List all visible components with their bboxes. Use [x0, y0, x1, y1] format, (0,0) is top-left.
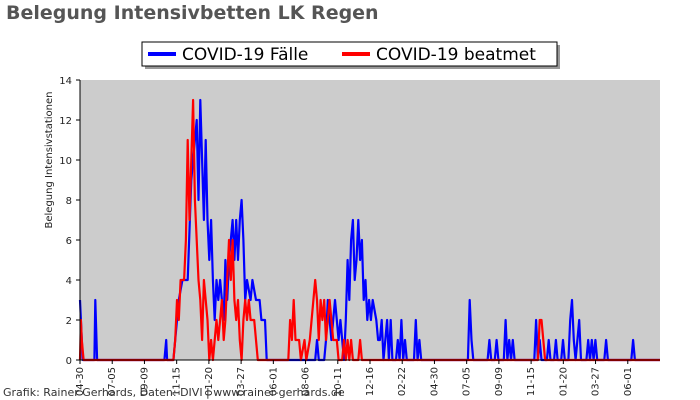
x-tick-label: 09-09: [494, 367, 505, 396]
x-tick-label: 06-01: [623, 367, 634, 396]
x-tick-label: 11-15: [172, 367, 183, 396]
y-tick-label: 14: [59, 76, 72, 87]
y-tick-label: 10: [59, 156, 72, 167]
legend-label-1: COVID-19 beatmet: [376, 45, 536, 65]
y-tick-label: 12: [59, 116, 72, 127]
x-tick-label: 02-22: [397, 367, 408, 396]
y-axis-label: Belegung Intensivstationen: [44, 91, 55, 228]
x-tick-label: 07-05: [107, 367, 118, 396]
x-tick-label: 10-11: [333, 367, 344, 396]
axes-layer: 0 2 4 6 8 10 12 14 04-30 07-05 09-09 11-15 01-20 03-2…: [59, 76, 660, 396]
x-tick-label: 12-16: [365, 367, 376, 396]
y-tick-label: 6: [66, 236, 72, 247]
legend: COVID-19 Fälle COVID-19 beatmet: [141, 41, 560, 69]
x-tick-label: 03-27: [236, 367, 247, 396]
legend-label-0: COVID-19 Fälle: [182, 45, 308, 65]
x-tick-label: 07-05: [462, 367, 473, 396]
series-line-0: [78, 98, 660, 362]
credit-text: Grafik: Rainer Gerhards, Daten: DIVI | w…: [3, 386, 345, 399]
page-title: Belegung Intensivbetten LK Regen: [6, 2, 379, 24]
y-tick-label: 4: [66, 276, 72, 287]
x-tick-label: 04-30: [429, 367, 440, 396]
x-tick-label: 04-30: [75, 367, 86, 396]
x-tick-label: 03-27: [591, 367, 602, 396]
x-tick-label: 08-06: [301, 367, 312, 396]
y-tick-label: 2: [66, 316, 72, 327]
x-tick-label: 06-01: [268, 367, 279, 396]
x-tick-label: 09-09: [139, 367, 150, 396]
x-tick-label: 01-20: [204, 367, 215, 396]
x-tick-label: 01-20: [558, 367, 569, 396]
y-tick-label: 0: [66, 356, 72, 367]
y-tick-label: 8: [66, 196, 72, 207]
x-tick-label: 11-15: [526, 367, 537, 396]
